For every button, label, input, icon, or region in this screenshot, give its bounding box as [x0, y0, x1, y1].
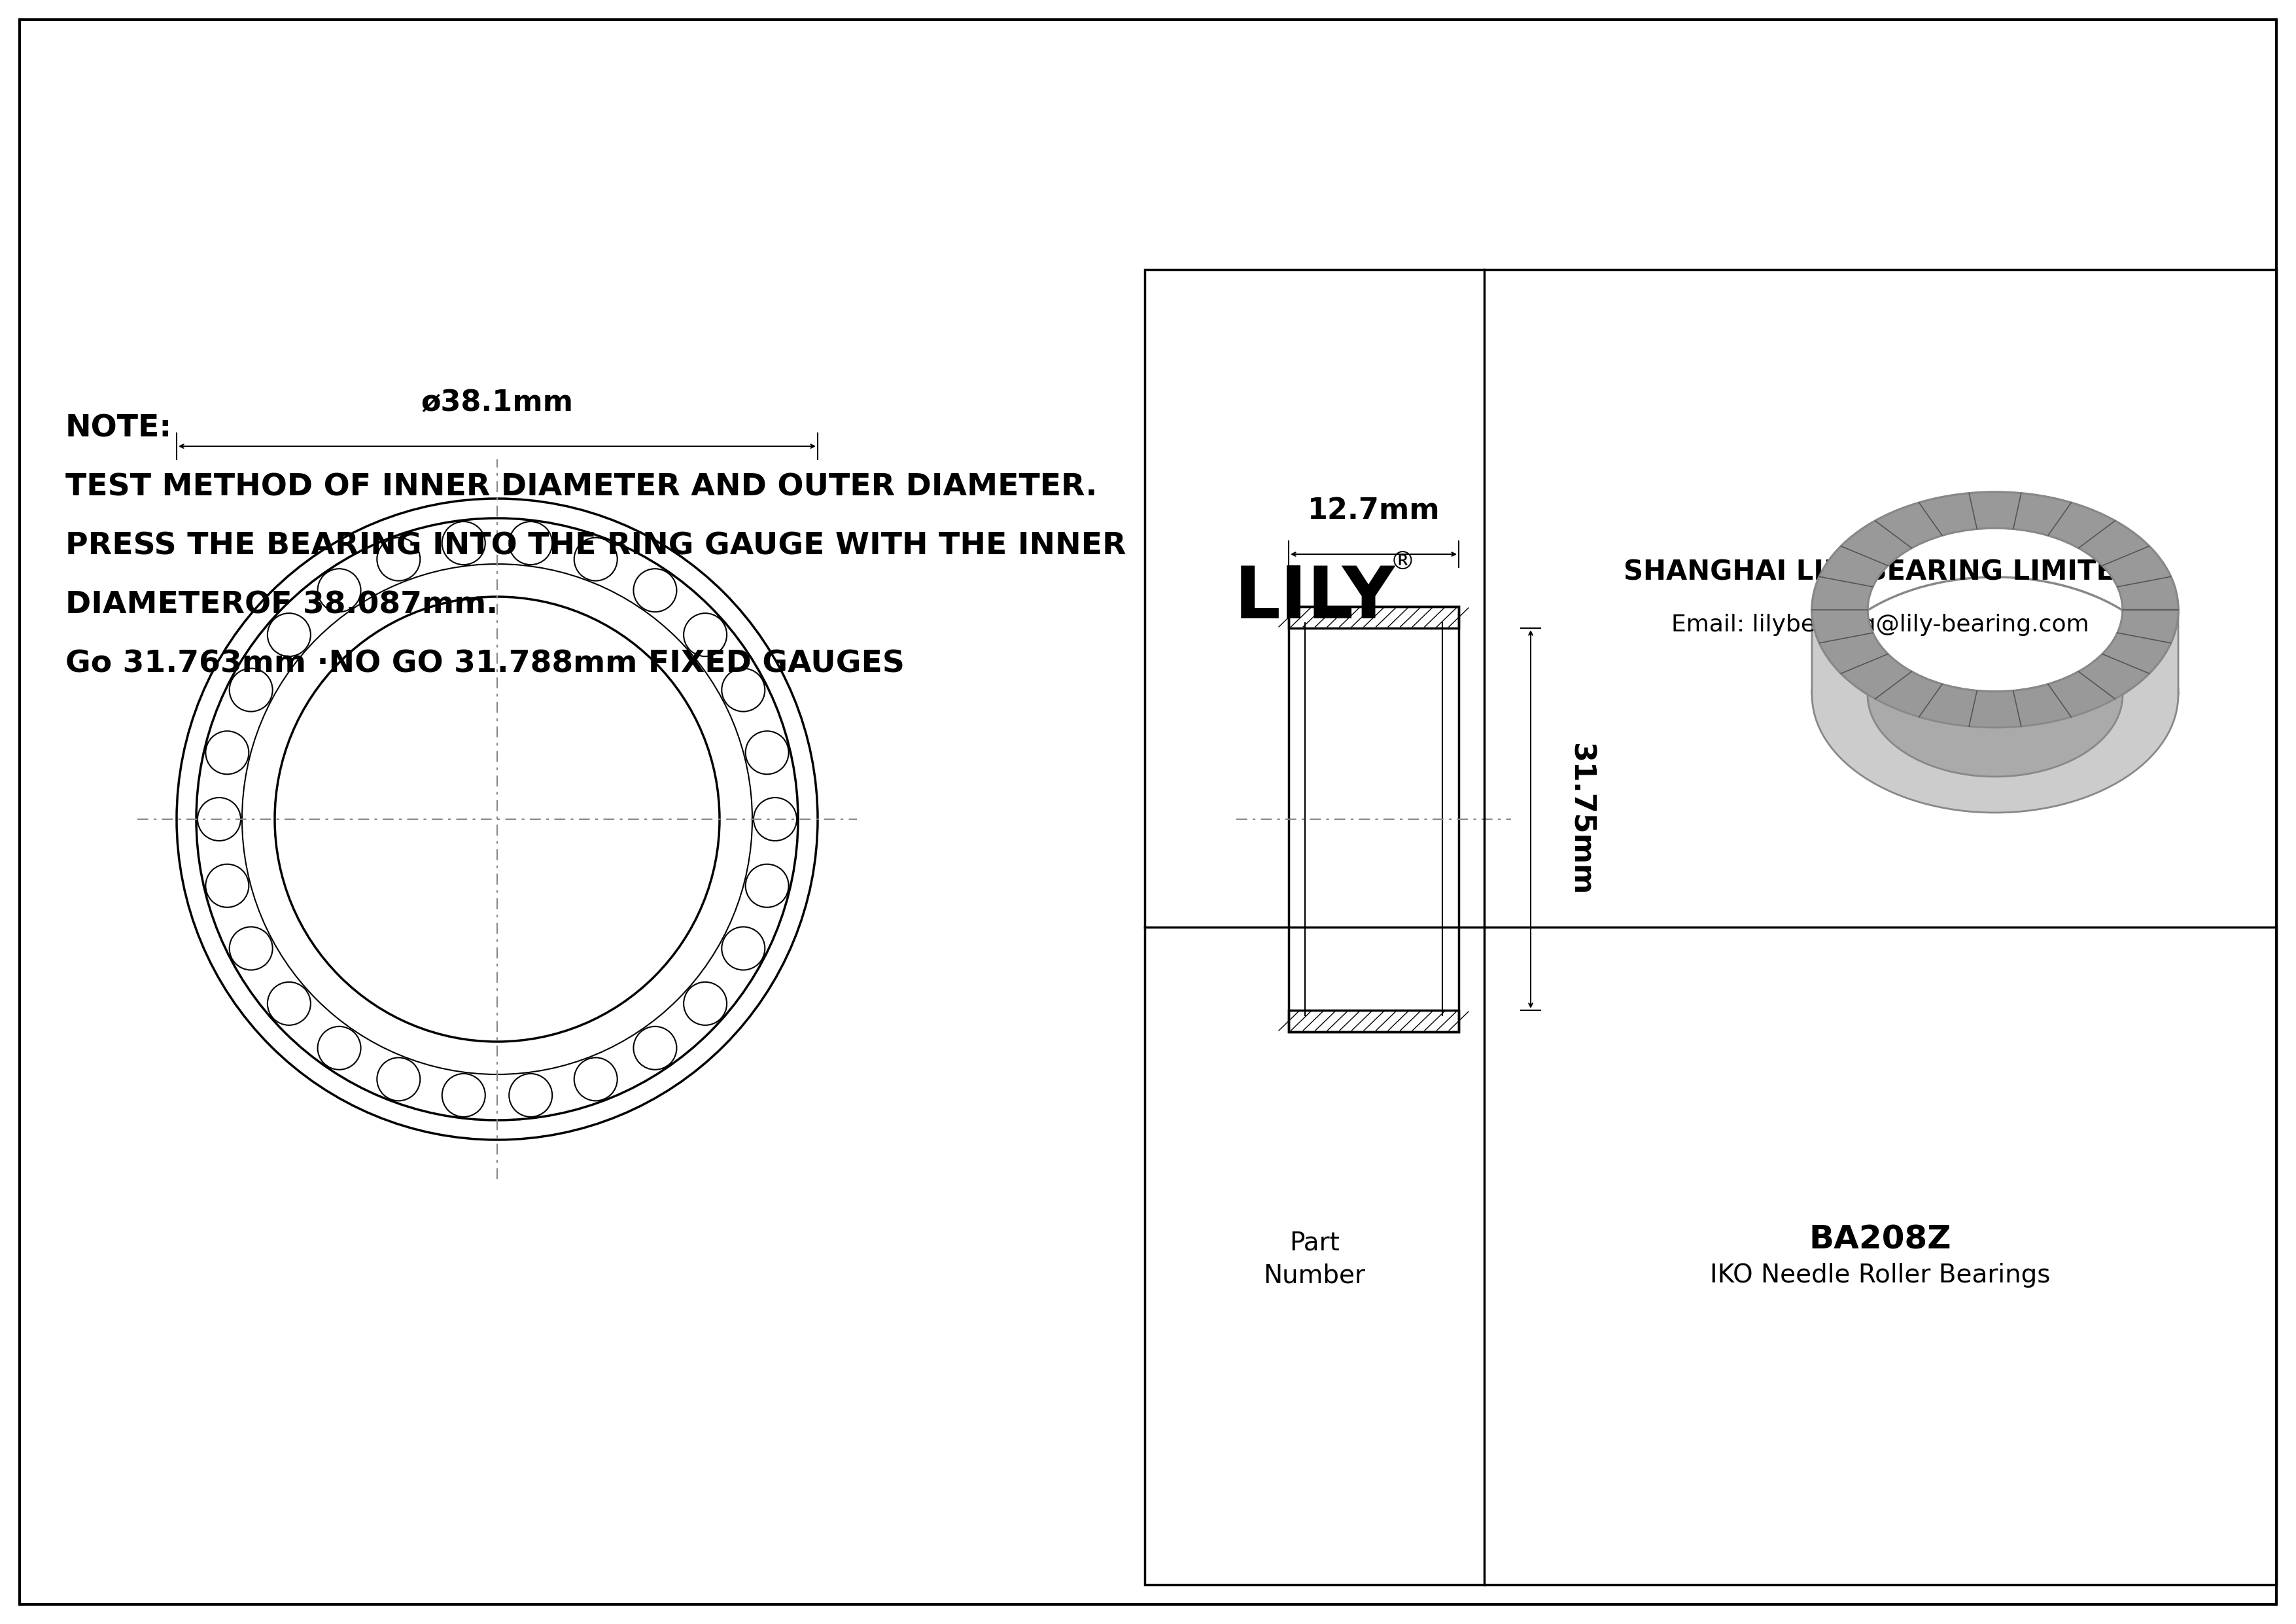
Text: 31.75mm: 31.75mm — [1566, 742, 1596, 895]
Text: NOTE:: NOTE: — [64, 414, 172, 443]
Bar — [1288, 606, 1458, 1031]
Bar — [1146, 270, 2275, 1585]
Text: SHANGHAI LILY BEARING LIMITED: SHANGHAI LILY BEARING LIMITED — [1623, 559, 2138, 586]
Polygon shape — [1812, 611, 2179, 812]
Text: LILY: LILY — [1233, 564, 1396, 633]
Text: ø38.1mm: ø38.1mm — [420, 388, 574, 417]
Polygon shape — [1812, 492, 2179, 728]
Text: Email: lilybearing@lily-bearing.com: Email: lilybearing@lily-bearing.com — [1671, 614, 2089, 635]
Text: DIAMETEROF 38.087mm.: DIAMETEROF 38.087mm. — [64, 590, 498, 620]
Polygon shape — [1867, 611, 2124, 776]
Text: Go 31.763mm ·NO GO 31.788mm FIXED GAUGES: Go 31.763mm ·NO GO 31.788mm FIXED GAUGES — [64, 650, 905, 679]
Text: ®: ® — [1389, 551, 1414, 575]
Text: PRESS THE BEARING INTO THE RING GAUGE WITH THE INNER: PRESS THE BEARING INTO THE RING GAUGE WI… — [64, 531, 1125, 560]
Bar — [1288, 606, 1458, 628]
Text: 12.7mm: 12.7mm — [1306, 497, 1440, 525]
Text: Number: Number — [1263, 1263, 1366, 1288]
Bar — [1288, 1010, 1458, 1031]
Text: TEST METHOD OF INNER DIAMETER AND OUTER DIAMETER.: TEST METHOD OF INNER DIAMETER AND OUTER … — [64, 473, 1097, 502]
Text: BA208Z: BA208Z — [1809, 1224, 1952, 1255]
Text: IKO Needle Roller Bearings: IKO Needle Roller Bearings — [1711, 1263, 2050, 1288]
Text: Part: Part — [1290, 1231, 1339, 1255]
